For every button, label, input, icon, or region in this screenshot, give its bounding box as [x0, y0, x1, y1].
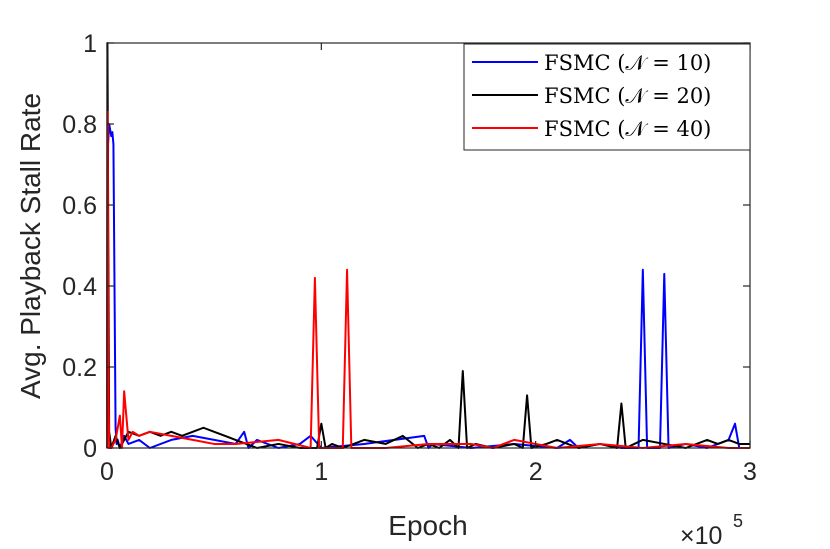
legend-label-1: FSMC (𝒩 = 10) — [544, 51, 711, 75]
axes-box — [106, 42, 751, 449]
y-tick-label: 0.2 — [62, 354, 97, 382]
x-multiplier-exponent: 5 — [733, 511, 743, 531]
y-tick-label: 0 — [83, 435, 97, 463]
y-axis-label: Avg. Playback Stall Rate — [15, 93, 46, 399]
x-tick-label: 2 — [529, 458, 543, 486]
legend-label-2: FSMC (𝒩 = 20) — [544, 84, 711, 108]
x-tick-label: 3 — [743, 458, 757, 486]
legend-label-3: FSMC (𝒩 = 40) — [544, 117, 711, 141]
y-tick-label: 0.8 — [62, 111, 97, 139]
axes-layer — [106, 42, 751, 449]
x-multiplier-label: ×10 — [680, 522, 722, 549]
legend: FSMC (𝒩 = 10) FSMC (𝒩 = 20) FSMC (𝒩 = 40) — [463, 43, 751, 151]
x-tick-label: 0 — [100, 458, 114, 486]
x-axis-label: Epoch — [388, 510, 467, 541]
y-tick-label: 0.6 — [62, 192, 97, 220]
series-line-3 — [106, 110, 750, 449]
y-tick-label: 0.4 — [62, 273, 97, 301]
y-tick-label: 1 — [83, 30, 97, 58]
x-tick-label: 1 — [314, 458, 328, 486]
